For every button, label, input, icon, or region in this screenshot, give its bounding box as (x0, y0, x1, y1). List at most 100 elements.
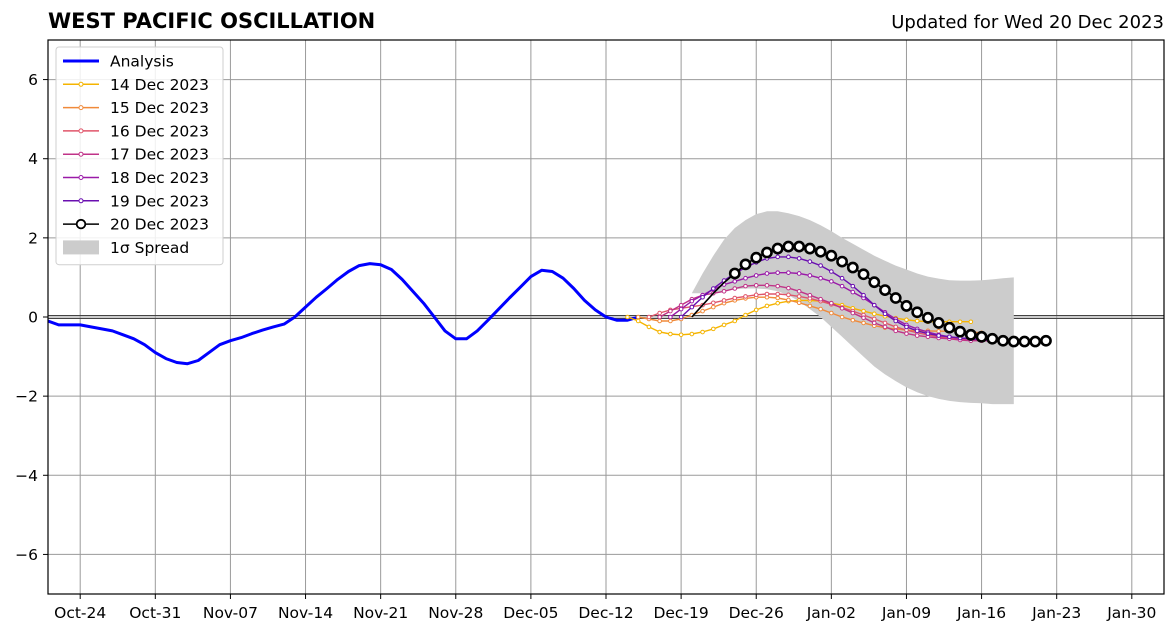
forecast-point (796, 294, 802, 299)
forecast-point (986, 332, 999, 345)
x-tick-label: Dec-12 (578, 604, 633, 622)
forecast-point (700, 329, 705, 335)
forecast-point (678, 314, 684, 320)
forecast-point (807, 273, 813, 278)
forecast-point (775, 295, 780, 301)
legend-entry: 1σ Spread (63, 239, 189, 257)
legend-label: 14 Dec 2023 (110, 76, 209, 94)
legend: Analysis 14 Dec 2023 15 Dec 2023 16 Dec 202… (55, 46, 224, 266)
forecast-point (764, 283, 770, 288)
forecast-point (796, 256, 802, 261)
forecast-point (871, 320, 877, 326)
forecast-point (721, 322, 727, 328)
forecast-point (818, 306, 823, 312)
grid (48, 40, 1164, 594)
forecast-point (954, 325, 967, 338)
forecast-point (904, 324, 909, 330)
legend-entry: 16 Dec 2023 (63, 122, 209, 140)
forecast-point (893, 328, 899, 334)
x-tick-label: Nov-14 (278, 604, 333, 622)
forecast-point (904, 331, 909, 336)
legend-label: 20 Dec 2023 (110, 216, 209, 234)
forecast-point (814, 245, 827, 258)
forecast-point (711, 304, 716, 310)
x-tick-label: Jan-30 (1106, 604, 1156, 622)
forecast-point (839, 314, 845, 320)
forecast-point (1018, 335, 1031, 348)
x-tick-label: Dec-19 (653, 604, 708, 622)
forecast-point (721, 288, 727, 294)
forecast-point (839, 283, 845, 289)
forecast-point (668, 318, 673, 324)
forecast-point (764, 291, 770, 297)
x-tick-label: Oct-24 (54, 604, 106, 622)
x-tick-label: Nov-07 (203, 604, 258, 622)
forecast-point (689, 298, 695, 304)
forecast-point (882, 311, 888, 317)
forecast-point (700, 294, 705, 300)
forecast-point (775, 270, 780, 275)
forecast-point (868, 276, 881, 289)
forecast-point (657, 314, 662, 320)
forecast-point (1007, 335, 1020, 348)
axes: Oct-24 Oct-31 Nov-07 Nov-14 Nov-21 Nov-28 Dec-… (15, 39, 1165, 622)
forecast-point (818, 296, 823, 302)
x-tick-label: Nov-21 (353, 604, 408, 622)
forecast-point (922, 311, 934, 324)
legend-marker (78, 81, 84, 87)
legend-entry: 15 Dec 2023 (63, 99, 209, 117)
legend-marker (78, 128, 84, 134)
forecast-point (861, 320, 866, 326)
forecast-point (900, 300, 913, 312)
forecast-point (743, 275, 748, 281)
forecast-point (761, 246, 773, 259)
legend-label: 16 Dec 2023 (110, 122, 209, 140)
forecast-point (732, 286, 738, 291)
forecast-point (829, 269, 834, 274)
forecast-point (771, 242, 784, 255)
y-tick-label: −2 (15, 388, 38, 406)
forecast-point (932, 317, 945, 329)
forecast-point (732, 295, 738, 301)
x-tick-label: Dec-26 (729, 604, 784, 622)
forecast-point (829, 300, 834, 306)
forecast-point (796, 300, 802, 306)
legend-marker (78, 175, 84, 180)
forecast-point (657, 318, 662, 324)
legend-box (55, 46, 224, 266)
forecast-point (646, 314, 652, 320)
analysis-line (48, 262, 639, 366)
forecast-point (964, 328, 977, 341)
forecast-series-7 (691, 240, 1052, 348)
forecast-point (668, 308, 673, 314)
forecast-point (857, 268, 870, 281)
forecast-point (829, 279, 834, 284)
forecast-point (711, 300, 716, 306)
forecast-point (743, 294, 748, 299)
forecast-point (850, 317, 856, 323)
forecast-point (889, 292, 902, 304)
legend-marker (78, 105, 84, 111)
forecast-point (882, 320, 888, 326)
forecast-point (850, 289, 856, 295)
forecast-point (793, 240, 806, 253)
forecast-point (997, 334, 1009, 347)
forecast-point (936, 328, 941, 334)
forecast-point (743, 312, 748, 318)
legend-marker (75, 218, 87, 230)
forecast-point (635, 314, 641, 320)
forecast-point (732, 279, 738, 284)
y-tick-label: 2 (28, 229, 38, 247)
forecast-point (775, 291, 780, 297)
forecast-point (728, 267, 741, 280)
forecast-point (975, 330, 988, 343)
legend-marker (78, 151, 84, 157)
legend-label: Analysis (110, 53, 174, 71)
forecast-point (846, 261, 859, 274)
forecast-point (871, 311, 877, 317)
forecast-point (689, 331, 695, 337)
y-tick-label: 0 (28, 309, 38, 327)
x-tick-label: Jan-09 (881, 604, 931, 622)
legend-entry: 20 Dec 2023 (63, 216, 209, 234)
